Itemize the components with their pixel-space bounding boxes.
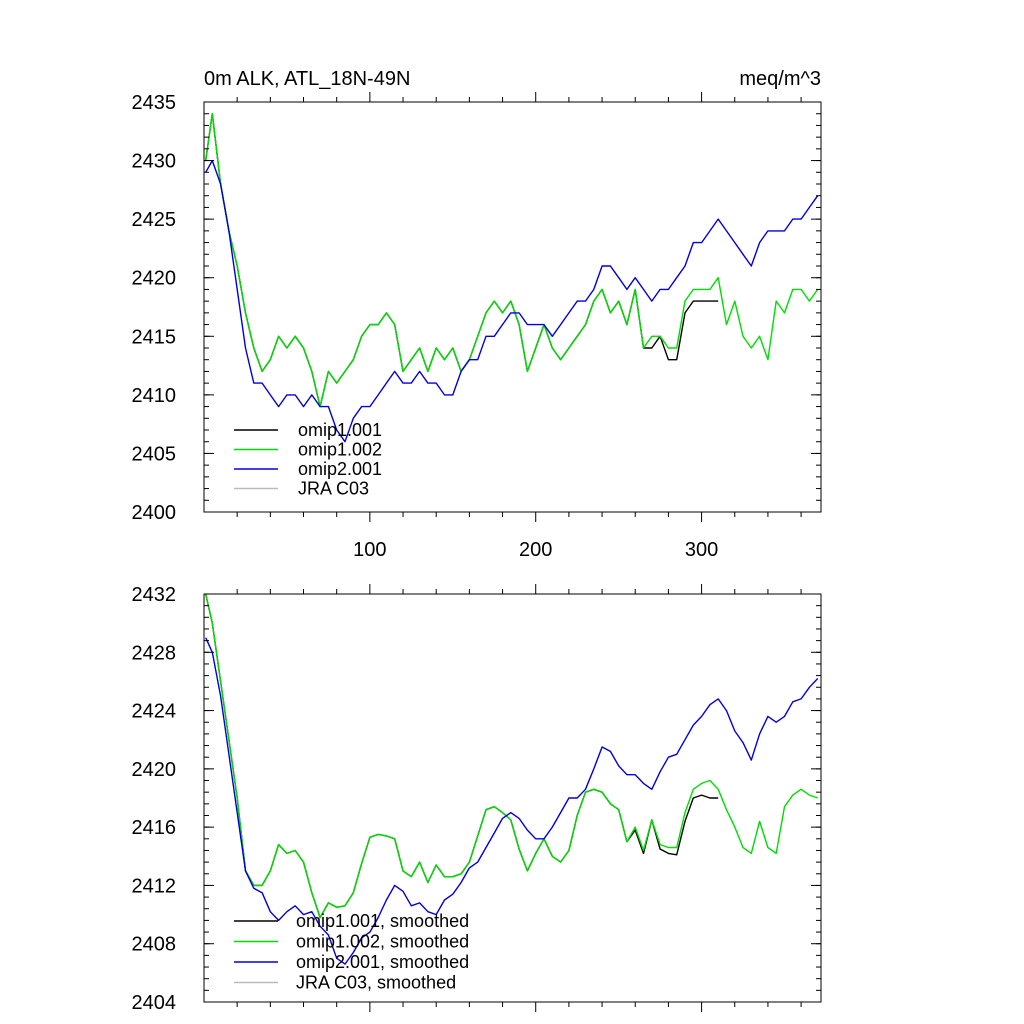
y-tick-label: 2432: [132, 584, 177, 606]
bottom-panel-series: [205, 593, 819, 965]
y-tick-label: 2400: [132, 502, 177, 524]
y-tick-label: 2435: [132, 92, 177, 114]
legend-label: omip1.001, smoothed: [296, 911, 469, 931]
plot-frame: [203, 593, 822, 1003]
legend-label: omip1.001: [298, 420, 382, 440]
legend-label: JRA C03: [298, 479, 369, 499]
x-tick-label: 100: [353, 539, 386, 561]
plot-frame: [203, 101, 822, 513]
top-panel: 0m ALK, ATL_18N-49N meq/m^3 2400 2405 2410…: [132, 68, 822, 561]
y-tick-label: 2408: [132, 934, 177, 956]
y-tick-label: 2430: [132, 151, 177, 173]
y-tick-label: 2425: [132, 209, 177, 231]
legend-label: omip2.001: [298, 459, 382, 479]
top-panel-units: meq/m^3: [739, 68, 821, 90]
legend-label: omip1.002: [298, 440, 382, 460]
top-panel-series: [205, 112, 819, 443]
y-tick-label: 2412: [132, 875, 177, 897]
x-tick-label: 300: [685, 539, 718, 561]
legend-label: JRA C03, smoothed: [296, 973, 456, 993]
y-tick-label: 2416: [132, 817, 177, 839]
series-line-omip1-002-smoothed: [205, 593, 818, 919]
series-line-omip1-002: [205, 112, 819, 408]
y-tick-label: 2405: [132, 443, 177, 465]
y-tick-label: 2420: [132, 268, 177, 290]
series-line-omip2-001: [205, 159, 819, 443]
y-tick-label: 2428: [132, 642, 177, 664]
bottom-panel: 2404 2408 2412 2416 2420 2424 2428 2432 omip1.0…: [132, 584, 822, 1014]
y-tick-label: 2410: [132, 385, 177, 407]
legend-label: omip1.002, smoothed: [296, 932, 469, 952]
top-panel-title: 0m ALK, ATL_18N-49N: [204, 68, 410, 90]
series-line-omip2-001-smoothed: [205, 637, 819, 965]
bottom-panel-axes: 2404 2408 2412 2416 2420 2424 2428 2432: [132, 584, 822, 1014]
y-tick-label: 2424: [132, 701, 177, 723]
top-panel-axes: 2400 2405 2410 2415 2420 2425 2430 2435 100 200 30…: [132, 92, 822, 561]
y-tick-label: 2420: [132, 759, 177, 781]
y-tick-label: 2404: [132, 992, 177, 1014]
legend-label: omip2.001, smoothed: [296, 952, 469, 972]
y-tick-label: 2415: [132, 326, 177, 348]
x-tick-label: 200: [519, 539, 552, 561]
